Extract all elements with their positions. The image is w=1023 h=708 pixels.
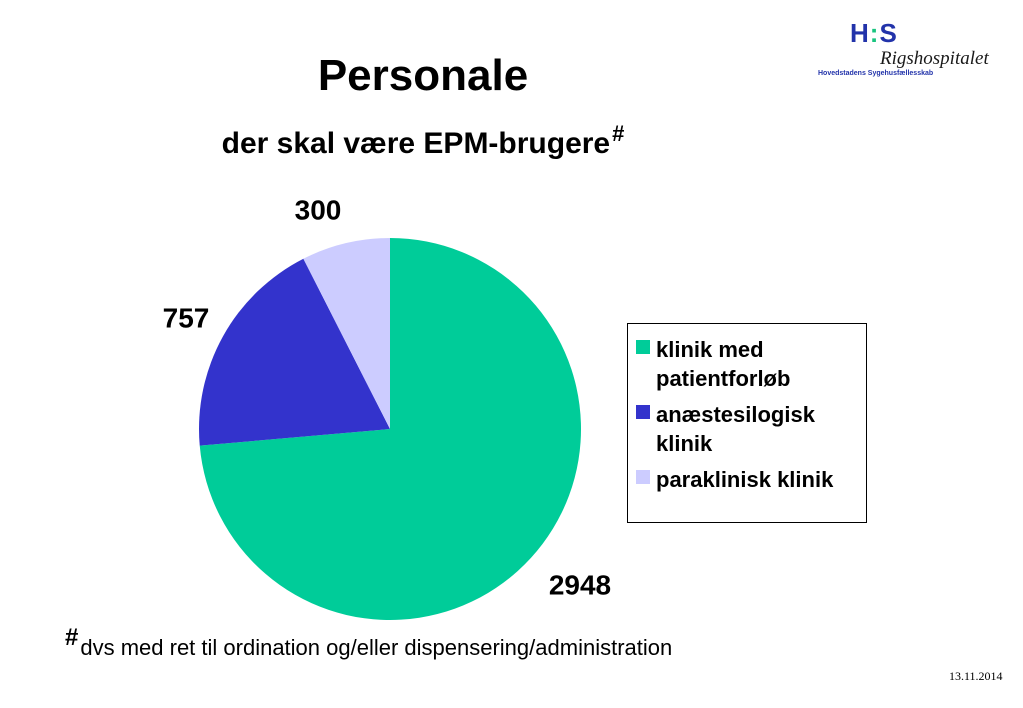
footnote-text: dvs med ret til ordination og/eller disp… — [80, 635, 673, 660]
logo-mark-h: H — [850, 18, 870, 48]
logo-mark-s: S — [879, 18, 898, 48]
hs-logo-mark: H:S — [850, 18, 898, 49]
slide-date: 13.11.2014 — [949, 669, 1003, 683]
chart-title: Personale — [317, 51, 529, 100]
data-label-klinik: 2948 — [549, 569, 611, 600]
rigshospitalet-logo: H:S Rigshospitalet Hovedstadens Sygehusf… — [818, 14, 1008, 84]
logo-mark-dots: : — [869, 18, 880, 48]
pie-slice-paraklinisk — [303, 238, 390, 429]
legend-label-paraklinisk: paraklinisk klinik — [656, 467, 834, 492]
data-label-anaestesi: 757 — [163, 302, 210, 333]
logo-name: Rigshospitalet — [880, 48, 989, 69]
legend-label-anaestesi: anæstesilogisk klinik — [656, 402, 815, 456]
pie-slice-anaestesi — [199, 258, 390, 446]
chart-subtitle-text: der skal være EPM-brugere — [221, 127, 611, 160]
legend-label-klinik: klinik med patientforløb — [656, 337, 791, 391]
legend-swatch-anaestesi — [636, 405, 650, 419]
legend-item-anaestesi: anæstesilogisk klinik — [636, 400, 868, 458]
legend-swatch-klinik — [636, 340, 650, 354]
legend-item-klinik: klinik med patientforløb — [636, 335, 868, 393]
pie-slice-klinik — [199, 238, 582, 620]
footnote: #dvs med ret til ordination og/eller dis… — [65, 624, 673, 662]
subtitle-footnote-marker: # — [612, 121, 625, 146]
data-label-paraklinisk: 300 — [295, 194, 342, 225]
logo-subtitle: Hovedstadens Sygehusfællesskab — [818, 70, 934, 77]
footnote-marker: # — [65, 624, 79, 651]
legend-swatch-paraklinisk — [636, 470, 650, 484]
chart-subtitle: der skal være EPM-brugere# — [0, 116, 846, 162]
legend-item-paraklinisk: paraklinisk klinik — [636, 465, 868, 494]
chart-legend: klinik med patientforløb anæstesilogisk … — [627, 323, 867, 523]
